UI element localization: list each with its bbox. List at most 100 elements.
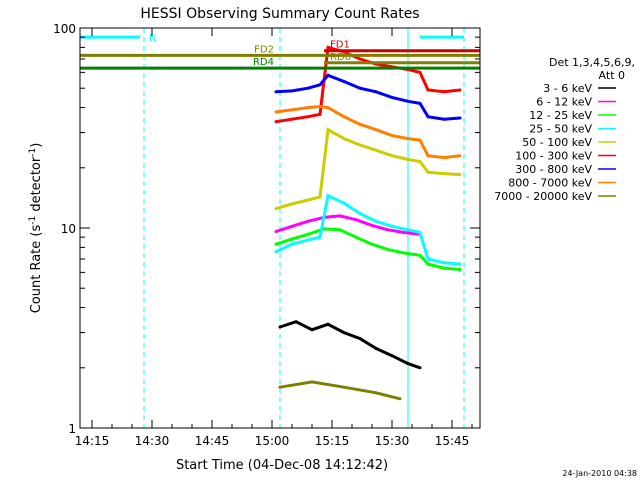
series-4-point-5 bbox=[342, 137, 346, 141]
series-4-point-2 bbox=[306, 198, 310, 202]
series-6-point-6 bbox=[358, 86, 362, 90]
x-tick-label-2: 14:45 bbox=[195, 434, 230, 448]
x-tick-label-6: 15:45 bbox=[435, 434, 470, 448]
series-3-point-12 bbox=[442, 261, 446, 265]
y-axis-label-main: Count Rate (s bbox=[29, 225, 44, 314]
series-line-6 bbox=[275, 73, 461, 121]
series-0-point-0 bbox=[278, 325, 282, 329]
series-3-point-6 bbox=[358, 212, 362, 216]
series-1-point-2 bbox=[306, 219, 310, 223]
series-6-point-1 bbox=[290, 89, 294, 93]
series-7-point-3 bbox=[318, 105, 322, 108]
x-tick-label-4: 15:15 bbox=[315, 434, 350, 448]
series-4-point-13 bbox=[458, 173, 462, 177]
series-3-point-13 bbox=[458, 262, 462, 266]
legend-label-1: 6 - 12 keV bbox=[536, 96, 592, 109]
series-3-point-4 bbox=[326, 194, 330, 198]
series-6-point-8 bbox=[390, 95, 394, 99]
series-0-point-7 bbox=[390, 354, 394, 358]
series-1-point-0 bbox=[274, 230, 278, 233]
series-line-5 bbox=[275, 45, 461, 124]
series-line-7 bbox=[275, 104, 461, 160]
series-line-4 bbox=[275, 127, 461, 211]
y-axis-label-close: ) bbox=[29, 143, 44, 148]
series-8-point-0 bbox=[278, 385, 282, 389]
series-1-point-4 bbox=[338, 214, 342, 218]
series-2-point-1 bbox=[290, 237, 294, 241]
series-7-point-11 bbox=[426, 154, 430, 158]
series-5-point-3 bbox=[318, 112, 322, 116]
y-axis-label: Count Rate (s-1 detector-1) bbox=[28, 143, 44, 314]
series-8-point-1 bbox=[310, 380, 314, 384]
series-3-point-11 bbox=[426, 257, 430, 261]
series-4-point-3 bbox=[318, 195, 322, 199]
series-6-point-5 bbox=[342, 80, 346, 83]
series-7-point-10 bbox=[418, 138, 422, 142]
axis-ticks: 14:15 14:30 14:45 15:00 15:15 15:30 15:45 1 10 10… bbox=[53, 22, 480, 448]
y-tick-label-2: 100 bbox=[53, 22, 76, 36]
series-5-point-2 bbox=[306, 115, 310, 119]
series-7-point-7 bbox=[374, 128, 378, 132]
series-7-point-2 bbox=[306, 106, 310, 110]
series-6-point-7 bbox=[374, 90, 378, 94]
legend-label-5: 100 - 300 keV bbox=[515, 150, 592, 163]
series-3-point-8 bbox=[390, 224, 394, 228]
series-2-point-8 bbox=[402, 251, 406, 255]
series-1-point-8 bbox=[402, 231, 406, 234]
series-4-point-11 bbox=[426, 170, 430, 174]
x-tick-label-5: 15:30 bbox=[375, 434, 410, 448]
series-6-point-2 bbox=[306, 86, 310, 90]
series-2-point-6 bbox=[370, 242, 374, 246]
legend-label-7: 800 - 7000 keV bbox=[508, 177, 592, 190]
series-6-point-4 bbox=[326, 73, 330, 77]
series-2-point-11 bbox=[442, 266, 446, 270]
series-5-point-10 bbox=[418, 70, 422, 74]
series-0-point-4 bbox=[342, 331, 346, 335]
series-2-point-9 bbox=[418, 253, 422, 257]
x-tick-label-1: 14:30 bbox=[135, 434, 170, 448]
series-0-point-8 bbox=[406, 362, 410, 366]
y-tick-label-1: 10 bbox=[61, 222, 76, 236]
series-3-point-10 bbox=[418, 231, 422, 234]
series-7-point-9 bbox=[406, 137, 410, 141]
series-line-1 bbox=[275, 214, 421, 236]
series-5-point-1 bbox=[290, 117, 294, 121]
state-bar-label-5: RD4 bbox=[253, 57, 274, 68]
y-tick-label-0: 1 bbox=[68, 422, 76, 436]
series-3-point-1 bbox=[290, 242, 294, 246]
series-5-point-13 bbox=[458, 88, 462, 92]
series-3-point-9 bbox=[406, 228, 410, 232]
legend-label-6: 300 - 800 keV bbox=[515, 163, 592, 176]
plot-area: N FD1 FD2 RD0 RD4 bbox=[79, 28, 480, 428]
series-2-point-4 bbox=[338, 228, 342, 232]
series-0-point-6 bbox=[374, 346, 378, 350]
x-axis-label: Start Time (04-Dec-08 14:12:42) bbox=[176, 458, 388, 473]
series-6-point-9 bbox=[406, 99, 410, 103]
series-line-8 bbox=[279, 380, 401, 401]
series-3-point-7 bbox=[374, 219, 378, 223]
series-1-point-6 bbox=[370, 223, 374, 227]
series-4-point-0 bbox=[274, 207, 278, 211]
series-8-point-2 bbox=[342, 385, 346, 389]
series-5-point-6 bbox=[358, 57, 362, 61]
series-6-point-12 bbox=[442, 117, 446, 121]
legend-label-0: 3 - 6 keV bbox=[543, 82, 592, 95]
series-0-point-1 bbox=[294, 320, 298, 324]
legend-label-4: 50 - 100 keV bbox=[522, 136, 592, 149]
series-1-point-1 bbox=[290, 224, 294, 228]
series-4-point-1 bbox=[290, 202, 294, 206]
series-0-point-9 bbox=[418, 366, 422, 370]
series-2-point-10 bbox=[426, 262, 430, 266]
series-4-point-6 bbox=[358, 143, 362, 147]
legend-label-2: 12 - 25 keV bbox=[529, 109, 592, 122]
series-3-point-2 bbox=[306, 238, 310, 242]
series-6-point-10 bbox=[418, 101, 422, 105]
x-tick-label-3: 15:00 bbox=[255, 434, 290, 448]
legend-label-8: 7000 - 20000 keV bbox=[494, 190, 592, 203]
legend-header-line-2: Att 0 bbox=[599, 69, 625, 82]
series-6-point-3 bbox=[318, 83, 322, 87]
series-6-point-11 bbox=[426, 115, 430, 119]
state-bar-label-3: FD2 bbox=[254, 44, 274, 55]
legend-label-3: 25 - 50 keV bbox=[529, 123, 592, 136]
